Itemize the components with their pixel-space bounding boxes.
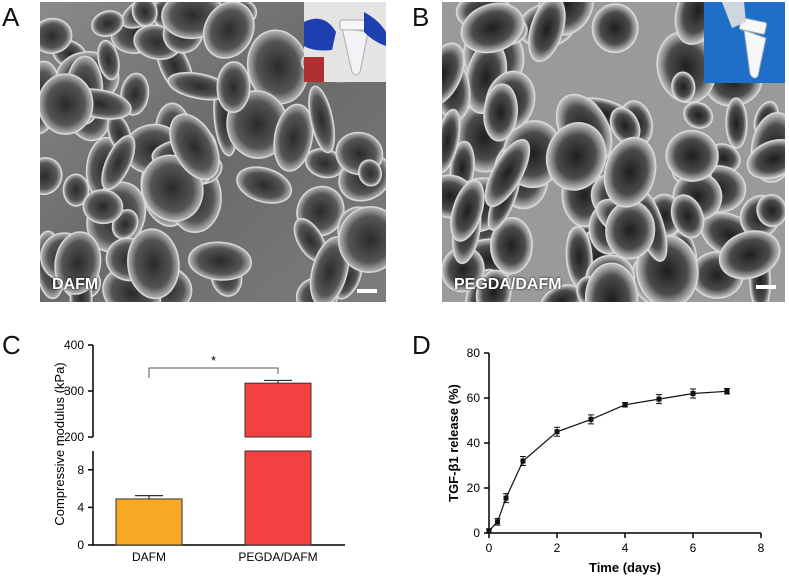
data-point [656, 396, 662, 402]
panel-letter-a: A [2, 2, 20, 32]
y-tick-label: 0 [77, 538, 84, 552]
y-axis-label: TGF-β1 release (%) [446, 384, 461, 502]
significance-marker: * [211, 353, 216, 368]
bar-pegda-dafm [244, 382, 312, 438]
significance-bracket [148, 367, 279, 378]
sem-label-dafm: DAFM [52, 276, 99, 293]
data-point [503, 495, 509, 501]
release-curve [488, 390, 728, 532]
x-tick-label: DAFM [132, 550, 166, 564]
y-tick-label: 60 [467, 391, 481, 405]
x-axis-label: Time (days) [589, 560, 661, 575]
y-tick-label: 300 [64, 384, 84, 398]
x-tick-label: PEGDA/DAFM [238, 550, 317, 564]
x-tick-label: 6 [690, 541, 697, 555]
data-point [520, 458, 526, 464]
y-axis-label: Compressive modulus (kPa) [52, 362, 67, 525]
bar-lower-segment [244, 450, 312, 546]
y-tick-label: 20 [467, 481, 481, 495]
y-tick-label: 80 [467, 346, 481, 360]
x-tick-label: 2 [554, 541, 561, 555]
sem-label-pegda-dafm: PEGDA/DAFM [454, 276, 562, 293]
y-tick-label: 200 [64, 430, 84, 444]
data-point [486, 528, 492, 534]
y-tick-label: 0 [473, 526, 480, 540]
x-tick-label: 4 [622, 541, 629, 555]
data-point [495, 519, 500, 525]
chart-compressive-modulus: 0 4 8 200 300 400 DAFM PEGDA/DAFM * Compressive m… [52, 338, 345, 564]
sem-texture-dafm [40, 2, 386, 302]
y-tick-label: 8 [77, 463, 84, 477]
data-point [622, 402, 628, 408]
panel-letter-c: C [2, 330, 21, 360]
data-point [554, 429, 560, 435]
sem-image-dafm: DAFM [40, 2, 386, 302]
panel-letter-b: B [412, 2, 430, 32]
scale-bar-b [756, 285, 776, 289]
sem-texture-pegda-dafm [442, 2, 785, 302]
y-tick-label: 400 [64, 338, 84, 352]
data-point [724, 388, 730, 394]
tube-photo-inset-a [304, 2, 386, 82]
y-tick-label: 40 [467, 436, 481, 450]
panel-letter-d: D [412, 330, 431, 360]
bar-dafm [115, 498, 183, 546]
data-point [588, 416, 594, 422]
sem-image-pegda-dafm: PEGDA/DAFM [442, 2, 785, 302]
tube-photo-inset-b [704, 2, 785, 83]
x-tick-label: 8 [758, 541, 765, 555]
scale-bar-a [357, 289, 377, 293]
x-tick-label: 0 [486, 541, 493, 555]
y-tick-label: 4 [77, 500, 84, 514]
data-point [690, 391, 696, 396]
